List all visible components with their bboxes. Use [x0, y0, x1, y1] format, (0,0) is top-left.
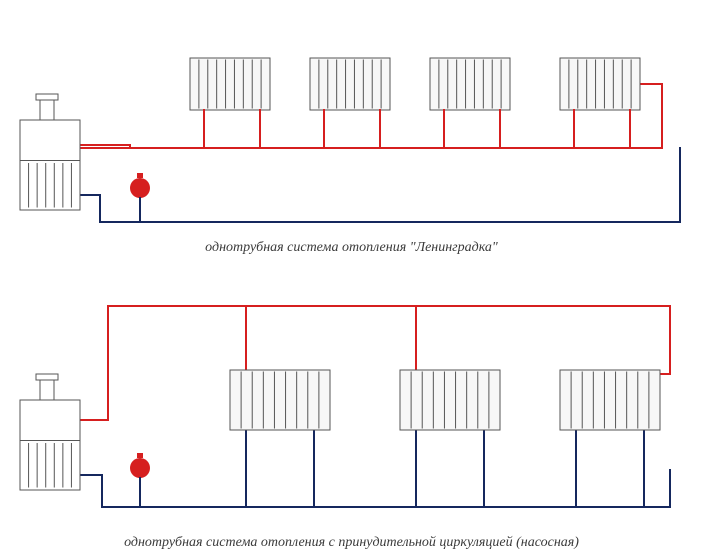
caption-forced-circulation: однотрубная система отопления с принудит… [0, 535, 703, 551]
heating-diagram-container: однотрубная система отопления "Ленинград… [0, 0, 703, 559]
diagram-leningradka [0, 0, 703, 240]
diagram-forced-circulation [0, 270, 703, 525]
caption-leningradka: однотрубная система отопления "Ленинград… [0, 240, 703, 256]
